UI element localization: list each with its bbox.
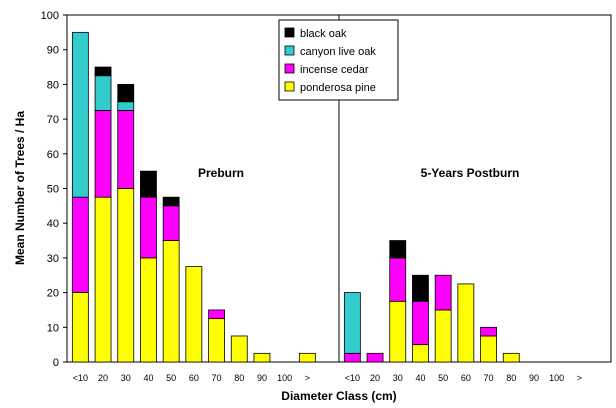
bar-segment-incense-cedar (208, 309, 225, 320)
x-tick-label: <10 (345, 373, 360, 383)
bar-segment-ponderosa-pine (94, 196, 112, 363)
x-tick-label: 80 (506, 373, 516, 383)
x-axis: <10 20 30 40 50 60 70 80 90 100 > <10 20 30 40 50 60 70 80… (73, 373, 582, 383)
x-tick-label: 70 (484, 373, 494, 383)
bar-segment-ponderosa-pine (502, 352, 520, 363)
legend-swatch (284, 63, 295, 74)
y-tick-label: 100 (41, 10, 59, 22)
bar-segment-black-oak (117, 84, 135, 103)
bar-segment-canyon-live-oak (94, 75, 112, 111)
bar-segment-ponderosa-pine (298, 352, 316, 363)
bar-segment-incense-cedar (389, 257, 407, 302)
y-tick-label: 10 (47, 322, 59, 334)
x-tick-label: 30 (393, 373, 403, 383)
bar-segment-canyon-live-oak (117, 101, 135, 111)
bar-segment-black-oak (140, 170, 157, 198)
y-tick-label: 0 (53, 357, 59, 369)
bars (71, 31, 520, 363)
bar-segment-ponderosa-pine (185, 266, 203, 363)
y-tick-label: 40 (47, 218, 59, 230)
x-tick-label: <10 (73, 373, 88, 383)
legend-swatch (284, 45, 295, 56)
legend-entry: incense cedar (300, 64, 369, 76)
bar-segment-black-oak (162, 196, 180, 207)
x-tick-label: 100 (549, 373, 564, 383)
bar-segment-ponderosa-pine (412, 344, 429, 363)
x-tick-label: 20 (370, 373, 380, 383)
x-tick-label: > (305, 373, 310, 383)
bar-segment-canyon-live-oak (71, 31, 89, 198)
bar-segment-black-oak (389, 240, 407, 259)
x-tick-label: 100 (277, 373, 292, 383)
x-tick-label: > (577, 373, 582, 383)
legend-entry: black oak (300, 28, 347, 40)
y-tick-label: 90 (47, 45, 59, 57)
bar-segment-black-oak (94, 66, 112, 77)
bar-segment-incense-cedar (140, 196, 157, 259)
bar-segment-ponderosa-pine (480, 335, 497, 363)
y-tick-label: 20 (47, 288, 59, 300)
legend-entry: ponderosa pine (300, 82, 376, 94)
panel-label: Preburn (198, 166, 244, 180)
bar-segment-ponderosa-pine (434, 309, 452, 363)
panel-labels: Preburn 5-Years Postburn (198, 166, 519, 180)
y-tick-label: 50 (47, 184, 59, 196)
bar-segment-incense-cedar (117, 110, 135, 189)
bar-segment-ponderosa-pine (162, 240, 180, 363)
y-tick-label: 80 (47, 79, 59, 91)
x-tick-label: 50 (438, 373, 448, 383)
bar-segment-ponderosa-pine (253, 352, 271, 363)
bar-segment-ponderosa-pine (117, 188, 135, 363)
bar-segment-canyon-live-oak (343, 292, 361, 354)
x-tick-label: 60 (461, 373, 471, 383)
x-tick-label: 90 (257, 373, 267, 383)
x-tick-label: 30 (121, 373, 131, 383)
y-tick-label: 60 (47, 149, 59, 161)
bar-segment-incense-cedar (480, 326, 497, 337)
legend-swatch (284, 27, 295, 38)
y-tick-label: 30 (47, 253, 59, 265)
x-tick-label: 40 (143, 373, 153, 383)
bar-segment-ponderosa-pine (140, 257, 157, 363)
bar-segment-incense-cedar (412, 300, 429, 346)
y-axis-title: Mean Number of Trees / Ha (13, 111, 27, 265)
bar-segment-ponderosa-pine (389, 300, 407, 363)
bar-segment-ponderosa-pine (208, 318, 225, 363)
bar-segment-incense-cedar (366, 352, 384, 363)
x-tick-label: 60 (189, 373, 199, 383)
y-tick-label: 70 (47, 114, 59, 126)
bar-segment-incense-cedar (162, 205, 180, 241)
legend-swatch (284, 81, 295, 92)
legend-entry: canyon live oak (300, 46, 376, 58)
x-tick-label: 80 (234, 373, 244, 383)
x-tick-label: 20 (98, 373, 108, 383)
bar-segment-incense-cedar (71, 196, 89, 294)
x-axis-title: Diameter Class (cm) (281, 389, 396, 403)
x-tick-label: 70 (212, 373, 222, 383)
y-axis: 0 10 20 30 40 50 60 70 80 90 100 (41, 10, 67, 369)
panel-label: 5-Years Postburn (421, 166, 520, 180)
bar-segment-incense-cedar (94, 110, 112, 198)
x-tick-label: 90 (529, 373, 539, 383)
bar-segment-ponderosa-pine (457, 283, 475, 363)
bar-segment-incense-cedar (343, 352, 361, 363)
bar-segment-ponderosa-pine (230, 335, 248, 363)
legend-box (278, 19, 399, 101)
x-tick-label: 50 (166, 373, 176, 383)
bar-segment-black-oak (412, 274, 429, 302)
legend: black oak canyon live oak incense cedar pon… (278, 19, 399, 101)
bar-segment-incense-cedar (434, 274, 452, 311)
x-tick-label: 40 (415, 373, 425, 383)
bar-segment-ponderosa-pine (71, 292, 89, 363)
